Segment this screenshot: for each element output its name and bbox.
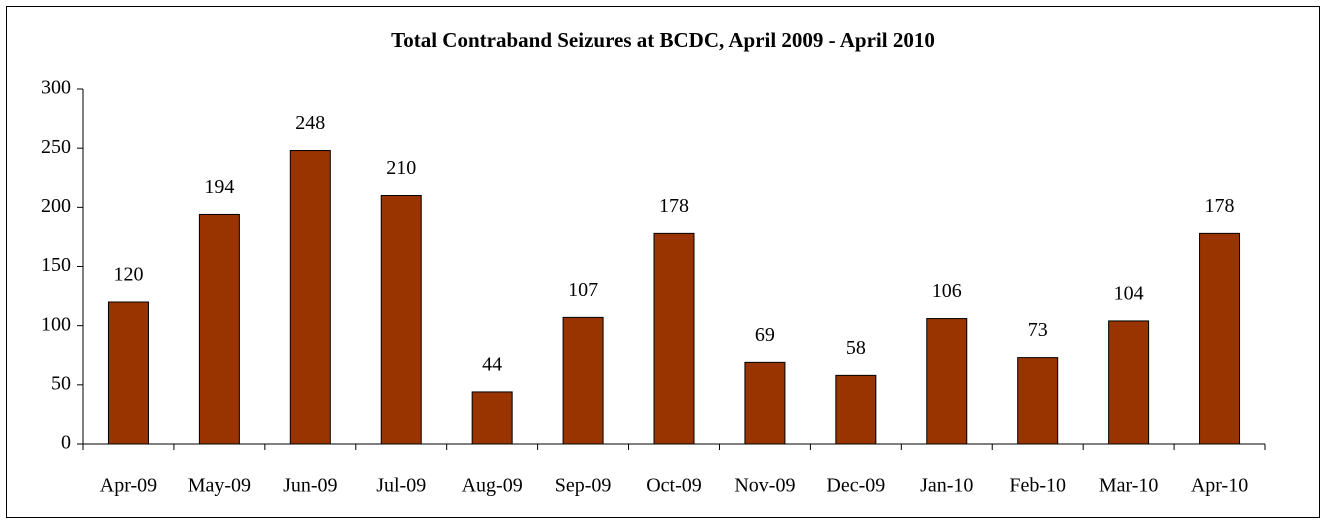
data-label: 120 [113, 264, 143, 286]
bar [835, 374, 877, 445]
x-tick-label: Jul-09 [376, 475, 426, 497]
bar [1199, 232, 1241, 445]
bar [289, 150, 331, 445]
bar [926, 318, 968, 445]
x-tick-label: Mar-10 [1099, 475, 1159, 497]
bar [380, 195, 422, 445]
data-label: 178 [659, 195, 689, 217]
data-label: 106 [932, 280, 962, 302]
data-label: 107 [568, 279, 598, 301]
x-tick-label: Nov-09 [734, 475, 795, 497]
x-tick-label: Sep-09 [555, 475, 612, 497]
data-label: 194 [204, 176, 234, 198]
x-tick-label: Dec-09 [826, 475, 885, 497]
bar [1017, 357, 1059, 445]
data-label: 248 [295, 112, 325, 134]
data-label: 73 [1028, 319, 1048, 341]
data-label: 69 [755, 324, 775, 346]
data-label: 104 [1114, 283, 1144, 305]
data-label: 178 [1205, 195, 1235, 217]
y-tick-label: 300 [41, 77, 71, 99]
bar [471, 391, 513, 445]
x-tick-label: Oct-09 [646, 475, 702, 497]
y-tick-label: 100 [41, 313, 71, 335]
x-tick-label: Aug-09 [462, 475, 523, 497]
x-tick-label: Apr-10 [1191, 475, 1248, 497]
y-tick-label: 200 [41, 195, 71, 217]
bar [198, 213, 240, 445]
y-tick-label: 50 [51, 372, 71, 394]
bar [562, 316, 604, 445]
chart-title: Total Contraband Seizures at BCDC, April… [391, 28, 935, 52]
bar [744, 361, 786, 445]
x-tick-label: Jun-09 [283, 475, 337, 497]
bar [653, 232, 695, 445]
bar [1108, 320, 1150, 445]
data-label: 58 [846, 337, 866, 359]
y-tick-label: 0 [61, 432, 71, 454]
y-tick-label: 250 [41, 136, 71, 158]
data-label: 210 [386, 157, 416, 179]
bar [107, 301, 149, 445]
x-tick-label: Apr-09 [100, 475, 157, 497]
x-tick-label: Jan-10 [920, 475, 973, 497]
y-tick-label: 150 [41, 254, 71, 276]
x-tick-label: May-09 [188, 475, 251, 497]
data-label: 44 [482, 354, 502, 376]
x-tick-label: Feb-10 [1009, 475, 1066, 497]
